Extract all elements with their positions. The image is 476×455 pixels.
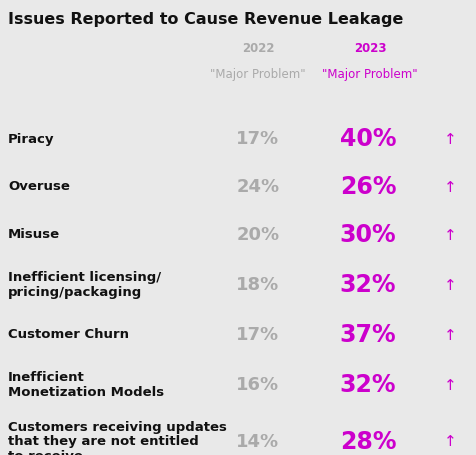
Text: Inefficient licensing/: Inefficient licensing/ bbox=[8, 271, 161, 284]
Text: Monetization Models: Monetization Models bbox=[8, 386, 164, 399]
Text: 32%: 32% bbox=[340, 373, 396, 397]
Text: Overuse: Overuse bbox=[8, 181, 70, 193]
Text: 16%: 16% bbox=[237, 376, 279, 394]
Text: pricing/packaging: pricing/packaging bbox=[8, 286, 142, 298]
Text: Issues Reported to Cause Revenue Leakage: Issues Reported to Cause Revenue Leakage bbox=[8, 12, 403, 27]
Text: 28%: 28% bbox=[340, 430, 396, 454]
Text: ↑: ↑ bbox=[444, 278, 456, 293]
Text: ↑: ↑ bbox=[444, 378, 456, 393]
Text: 24%: 24% bbox=[237, 178, 279, 196]
Text: 14%: 14% bbox=[237, 433, 279, 451]
Text: 2022: 2022 bbox=[242, 42, 274, 55]
Text: 32%: 32% bbox=[340, 273, 396, 297]
Text: 40%: 40% bbox=[340, 127, 396, 151]
Text: "Major Problem": "Major Problem" bbox=[322, 68, 418, 81]
Text: ↑: ↑ bbox=[444, 328, 456, 343]
Text: 37%: 37% bbox=[340, 323, 397, 347]
Text: Inefficient: Inefficient bbox=[8, 371, 85, 384]
Text: ↑: ↑ bbox=[444, 180, 456, 194]
Text: "Major Problem": "Major Problem" bbox=[210, 68, 306, 81]
Text: 26%: 26% bbox=[340, 175, 396, 199]
Text: 20%: 20% bbox=[237, 226, 279, 244]
Text: 17%: 17% bbox=[237, 130, 279, 148]
Text: ↑: ↑ bbox=[444, 435, 456, 450]
Text: Customer Churn: Customer Churn bbox=[8, 329, 129, 342]
Text: 2023: 2023 bbox=[354, 42, 386, 55]
Text: that they are not entitled: that they are not entitled bbox=[8, 435, 199, 449]
Text: ↑: ↑ bbox=[444, 131, 456, 147]
Text: to receive: to receive bbox=[8, 450, 83, 455]
Text: Piracy: Piracy bbox=[8, 132, 54, 146]
Text: Misuse: Misuse bbox=[8, 228, 60, 242]
Text: 17%: 17% bbox=[237, 326, 279, 344]
Text: 18%: 18% bbox=[237, 276, 279, 294]
Text: ↑: ↑ bbox=[444, 228, 456, 243]
Text: 30%: 30% bbox=[340, 223, 397, 247]
Text: Customers receiving updates: Customers receiving updates bbox=[8, 421, 227, 434]
